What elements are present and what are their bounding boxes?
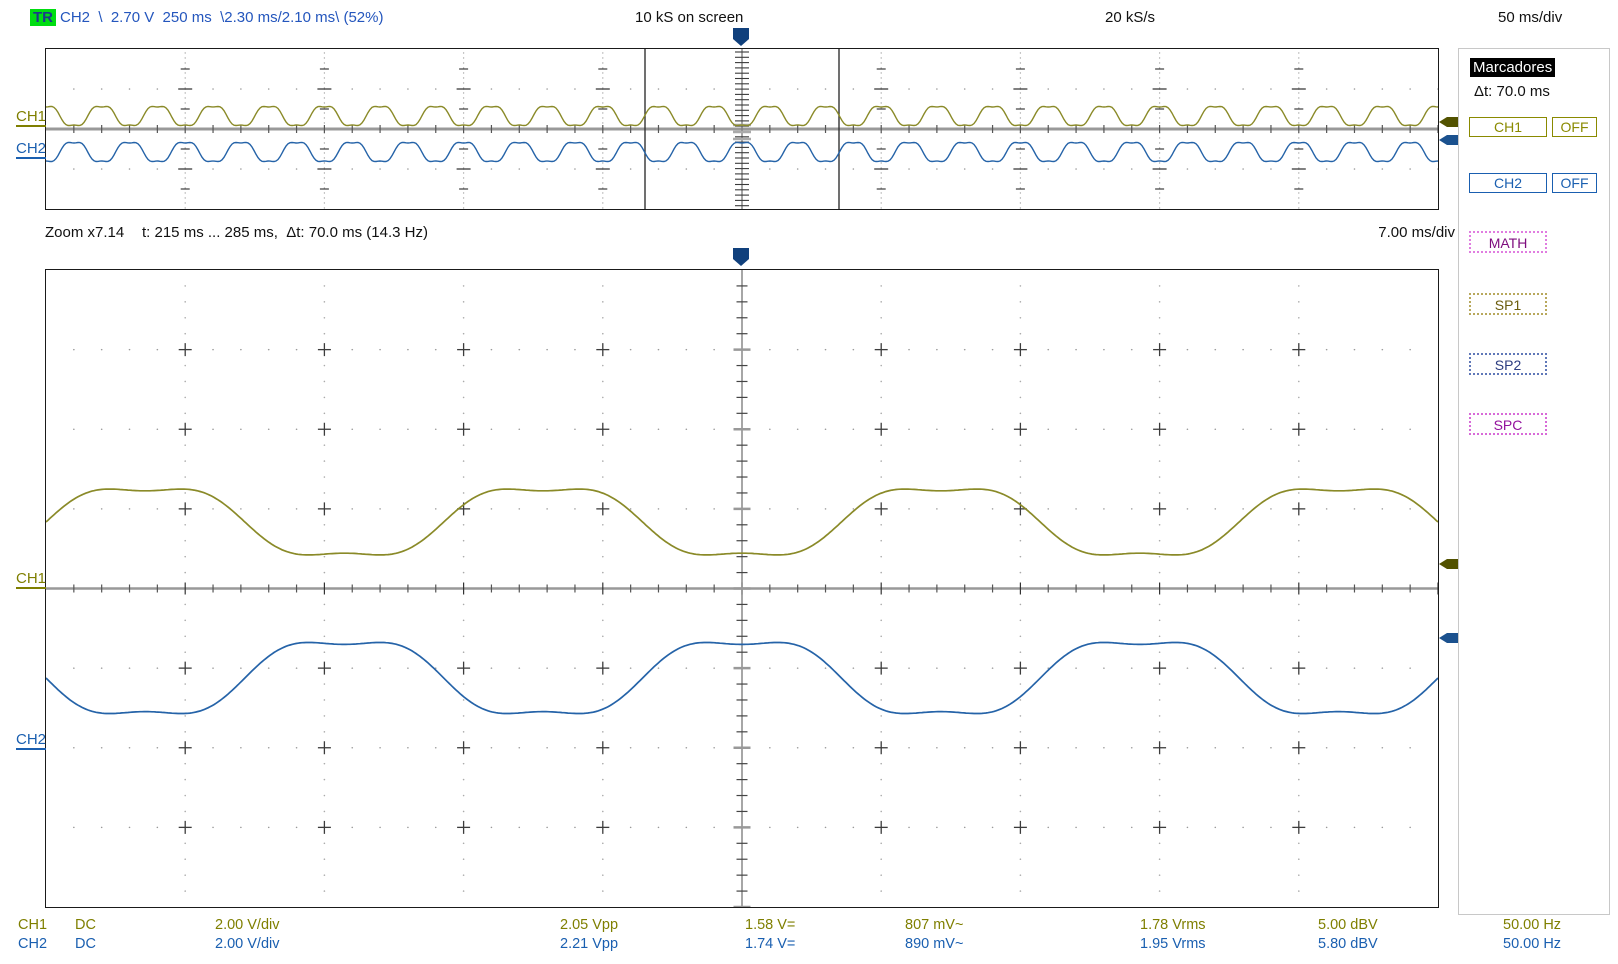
overview-waveform-panel[interactable]: [45, 48, 1439, 210]
ch1-coupling: DC: [75, 917, 96, 933]
ch2-volts-div: 2.00 V/div: [215, 936, 280, 952]
ch1-dbv: 5.00 dBV: [1318, 917, 1378, 933]
ch1-button[interactable]: CH1: [1469, 117, 1547, 137]
ch1-row-label: CH1: [18, 917, 48, 933]
sidebar-title: Marcadores: [1470, 58, 1556, 77]
ch2-row-label: CH2: [18, 936, 48, 952]
ch1-off-button[interactable]: OFF: [1552, 117, 1597, 137]
ch2-vac: 890 mV~: [905, 936, 964, 952]
ch2-frequency: 50.00 Hz: [1503, 936, 1562, 952]
ch2-position-arrow-overview[interactable]: [1439, 134, 1459, 146]
ch2-button[interactable]: CH2: [1469, 173, 1547, 193]
ch2-vpp: 2.21 Vpp: [560, 936, 619, 952]
delta-t-readout: Δt: 70.0 ms: [1474, 83, 1550, 100]
ch1-position-arrow-overview[interactable]: [1439, 116, 1459, 128]
overview-ch1-trace: [46, 105, 1438, 127]
trigger-position-marker-overview[interactable]: [732, 27, 750, 47]
main-ch2-trace: [46, 641, 1438, 715]
main-ch2-label: CH2: [16, 731, 47, 750]
ch2-off-button[interactable]: OFF: [1552, 173, 1597, 193]
samples-on-screen-label: 10 kS on screen: [635, 9, 744, 26]
main-waveform-panel[interactable]: [45, 269, 1439, 908]
ch2-vmean: 1.74 V=: [745, 936, 796, 952]
ch1-vrms: 1.78 Vrms: [1140, 917, 1206, 933]
markers-sidebar: Marcadores Δt: 70.0 ms CH1 OFF CH2 OFF M…: [1458, 48, 1610, 915]
zoom-factor-label: Zoom x7.14: [45, 224, 125, 241]
zoom-range-label: t: 215 ms ... 285 ms, Δt: 70.0 ms (14.3 …: [142, 224, 428, 241]
sp1-button[interactable]: SP1: [1469, 293, 1547, 315]
main-canvas[interactable]: [46, 270, 1438, 907]
ch1-vmean: 1.58 V=: [745, 917, 796, 933]
math-button[interactable]: MATH: [1469, 231, 1547, 253]
ch1-vpp: 2.05 Vpp: [560, 917, 619, 933]
overview-canvas[interactable]: [46, 49, 1438, 209]
main-ch1-trace: [46, 488, 1438, 556]
timebase-label: 50 ms/div: [1498, 9, 1563, 26]
ch2-coupling: DC: [75, 936, 96, 952]
overview-ch1-label: CH1: [16, 108, 47, 127]
main-ch1-label: CH1: [16, 570, 47, 589]
spc-button[interactable]: SPC: [1469, 413, 1547, 435]
sp2-button[interactable]: SP2: [1469, 353, 1547, 375]
trigger-status-badge: TR: [30, 9, 56, 26]
zoom-timebase-label: 7.00 ms/div: [1378, 224, 1455, 241]
ch1-position-arrow-main[interactable]: [1439, 558, 1459, 570]
trigger-position-marker-main[interactable]: [732, 247, 750, 267]
ch1-vac: 807 mV~: [905, 917, 964, 933]
overview-ch2-label: CH2: [16, 140, 47, 159]
ch2-position-arrow-main[interactable]: [1439, 632, 1459, 644]
ch2-dbv: 5.80 dBV: [1318, 936, 1378, 952]
ch1-frequency: 50.00 Hz: [1503, 917, 1562, 933]
sample-rate-label: 20 kS/s: [1105, 9, 1156, 26]
overview-ch2-trace: [46, 141, 1438, 163]
ch2-vrms: 1.95 Vrms: [1140, 936, 1206, 952]
trigger-settings-text: CH2 \ 2.70 V 250 ms \2.30 ms/2.10 ms\ (5…: [60, 9, 384, 26]
ch1-volts-div: 2.00 V/div: [215, 917, 280, 933]
